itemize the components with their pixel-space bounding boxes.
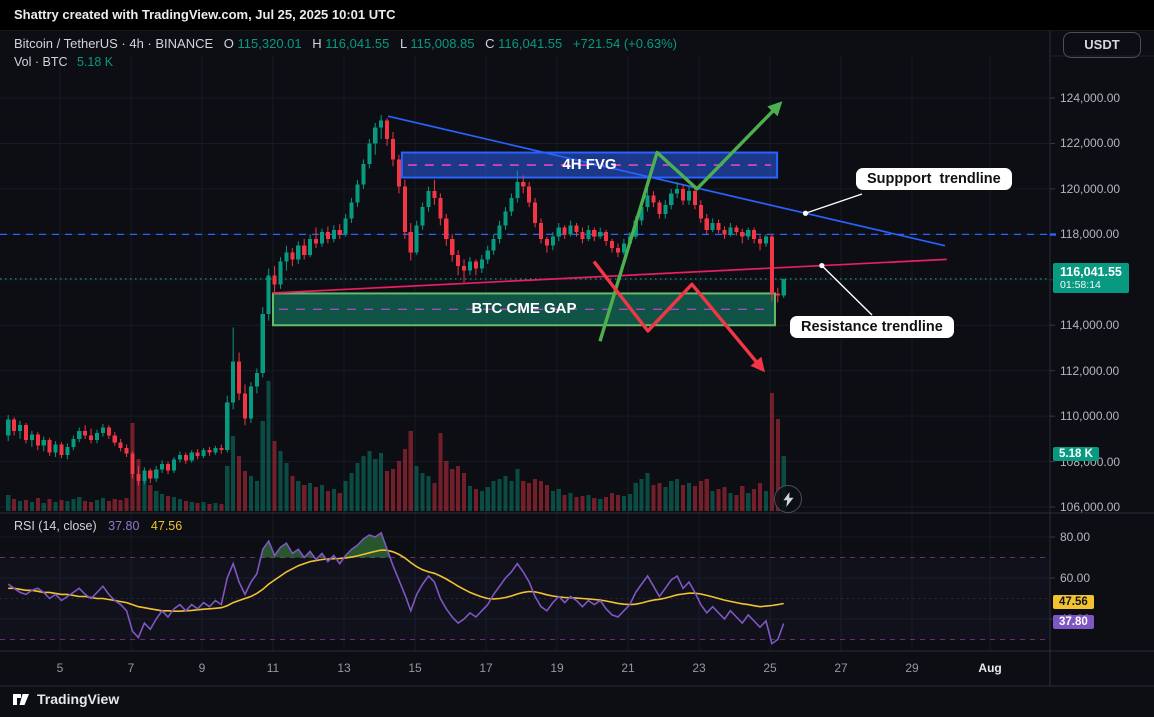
price-tick: 122,000.00	[1060, 136, 1121, 151]
ohlc-high-label: H	[312, 36, 322, 51]
support-trendline-callout[interactable]: Suppport trendline	[856, 168, 1012, 190]
volume-legend-label[interactable]: Vol · BTC	[14, 55, 68, 69]
fvg-box-label[interactable]: 4H FVG	[562, 156, 617, 173]
price-tick: 112,000.00	[1060, 363, 1120, 378]
price-tick: 118,000.00	[1060, 227, 1120, 242]
time-tick: 23	[692, 661, 706, 675]
rsi-ma-axis-label: 47.56	[1053, 594, 1094, 609]
rsi-line	[7, 531, 785, 645]
time-tick: 5	[56, 661, 64, 675]
time-tick: 11	[266, 661, 280, 675]
time-tick: 15	[408, 661, 422, 675]
support-trendline	[387, 115, 946, 247]
change-value: +721.54 (+0.63%)	[572, 36, 677, 51]
watermark-topbar: Shattry created with TradingView.com, Ju…	[0, 0, 1154, 31]
time-tick: 25	[763, 661, 777, 675]
price-tick: 120,000.00	[1060, 181, 1121, 196]
price-scale[interactable]: 116,041.55 01:58:14 5.18 K 47.56 37.80 1…	[1050, 30, 1154, 651]
watermark-title: Shattry created with TradingView.com, Ju…	[14, 7, 396, 22]
callout-connectors	[802, 193, 873, 316]
time-scale[interactable]: 5 7 9 11 13 15 17 19 21 23 25 27 29 Aug	[0, 651, 1050, 685]
last-price-value: 116,041.55	[1060, 264, 1122, 279]
tradingview-brand-text: TradingView	[37, 691, 120, 707]
time-tick: 21	[621, 661, 635, 675]
time-tick: Aug	[978, 661, 1002, 675]
tradingview-logo-icon	[13, 694, 29, 705]
quick-trade-button[interactable]	[774, 485, 802, 513]
rsi-ma-line	[8, 549, 784, 613]
ohlc-high-value: 116,041.55	[325, 36, 390, 51]
ohlc-close-value: 116,041.55	[498, 36, 563, 51]
price-tick: 110,000.00	[1060, 409, 1120, 424]
rsi-legend: RSI (14, close) 37.80 47.56	[14, 519, 182, 533]
price-tick: 114,000.00	[1060, 318, 1120, 333]
time-tick: 19	[550, 661, 564, 675]
rsi-tick: 80.00	[1060, 530, 1091, 544]
rsi-band	[0, 557, 1050, 640]
ohlc-low-label: L	[400, 36, 407, 51]
candles	[6, 115, 786, 486]
time-tick: 13	[337, 661, 351, 675]
volume-bars	[6, 381, 786, 511]
symbol-title[interactable]: Bitcoin / TetherUS · 4h · BINANCE	[14, 36, 214, 51]
rsi-ma-legend-value: 47.56	[150, 519, 183, 533]
bar-countdown: 01:58:14	[1060, 279, 1101, 292]
cme-gap-box-label[interactable]: BTC CME GAP	[471, 300, 577, 317]
price-tick: 106,000.00	[1060, 500, 1121, 515]
symbol-legend: Bitcoin / TetherUS · 4h · BINANCE O 115,…	[14, 36, 677, 51]
currency-toggle-button[interactable]: USDT	[1063, 32, 1141, 58]
resistance-trendline	[272, 258, 947, 294]
drawing-boxes[interactable]	[272, 151, 779, 327]
bearish-scenario-arrow	[592, 260, 765, 373]
bullish-scenario-arrow	[598, 101, 783, 342]
scenario-arrows[interactable]	[592, 101, 783, 373]
volume-legend: Vol · BTC 5.18 K	[14, 55, 113, 69]
resistance-trendline-callout[interactable]: Resistance trendline	[790, 316, 954, 338]
volume-legend-value: 5.18 K	[76, 55, 114, 69]
lightning-icon	[783, 491, 793, 507]
rsi-legend-value: 37.80	[108, 519, 140, 533]
ohlc-open-label: O	[223, 36, 234, 51]
last-price-axis-label[interactable]: 116,041.55 01:58:14	[1053, 262, 1129, 294]
ohlc-open-value: 115,320.01	[237, 36, 302, 51]
volume-axis-label: 5.18 K	[1053, 447, 1099, 461]
tradingview-logo[interactable]: TradingView	[12, 691, 119, 707]
rsi-plot	[7, 531, 785, 645]
time-tick: 9	[198, 661, 206, 675]
trendlines[interactable]	[272, 115, 947, 294]
ohlc-low-value: 115,008.85	[410, 36, 475, 51]
time-tick: 29	[905, 661, 919, 675]
time-tick: 7	[127, 661, 135, 675]
rsi-legend-title[interactable]: RSI (14, close)	[14, 519, 97, 533]
rsi-tick: 60.00	[1060, 571, 1091, 585]
price-level-lines[interactable]	[0, 233, 1050, 280]
ohlc-close-label: C	[485, 36, 495, 51]
time-tick: 17	[479, 661, 493, 675]
time-tick: 27	[834, 661, 848, 675]
rsi-axis-label: 37.80	[1053, 614, 1094, 629]
price-tick: 124,000.00	[1060, 91, 1121, 105]
pane-separators[interactable]	[0, 30, 1154, 687]
grid-lines	[0, 56, 1050, 651]
